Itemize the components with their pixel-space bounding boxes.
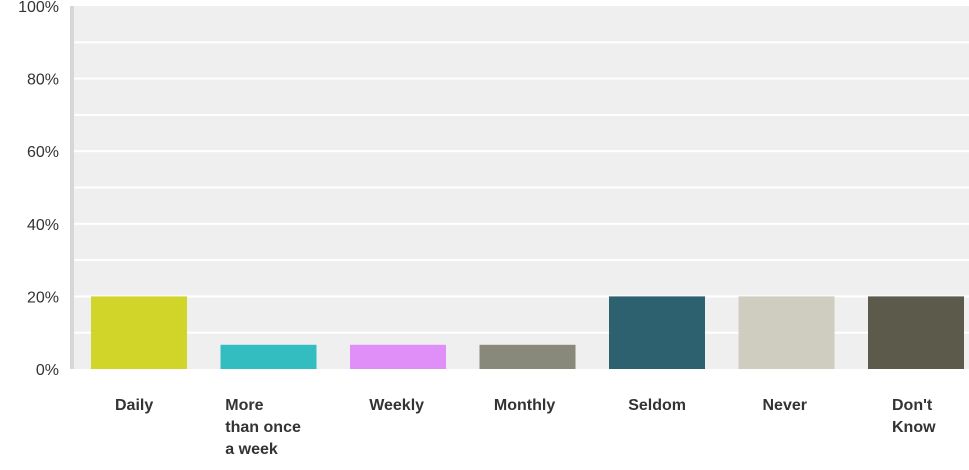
grid-line [74,113,969,116]
y-tick-label: 0% [36,362,59,379]
x-tick-label: Seldom [628,397,686,414]
x-tick-label-line: than once [225,419,301,436]
x-tick-label-line: Never [763,397,807,414]
y-tick-label: 80% [27,72,59,89]
grid-line [74,150,969,153]
y-tick-labels: 0% 20% 40% 60% 80% 100% [18,0,59,379]
grid-line [74,186,969,189]
y-axis-line [70,6,74,369]
x-tick-label-line: Monthly [494,397,555,414]
bar [738,296,835,369]
grid-lines [74,41,969,334]
y-tick-label: 60% [27,144,59,161]
bar [609,296,705,369]
x-tick-label-line: Know [892,419,936,436]
x-tick-label-line: a week [225,441,278,458]
bar [220,344,317,369]
grid-line [74,41,969,44]
bar [350,344,446,369]
y-tick-label: 100% [18,0,59,16]
bar [868,296,964,369]
x-tick-label-line: Seldom [628,397,686,414]
bars [91,296,964,369]
x-tick-label: Don't Know [892,397,936,436]
grid-line [74,77,969,80]
grid-line [74,331,969,334]
grid-line [74,259,969,262]
bar [91,296,187,369]
x-tick-label: Monthly [494,397,555,414]
x-tick-label-line: Weekly [369,397,424,414]
bar [479,344,576,369]
x-tick-labels: Daily More than once a week Weekly Monthly Sel… [115,397,936,458]
y-tick-label: 40% [27,217,59,234]
grid-line [74,222,969,225]
x-tick-label: Never [763,397,807,414]
grid-line [74,295,969,298]
x-tick-label-line: More [225,397,263,414]
x-tick-label: Weekly [369,397,424,414]
x-tick-label-line: Daily [115,397,153,414]
x-tick-label: Daily [115,397,153,414]
x-tick-label-line: Don't [892,397,933,414]
y-tick-label: 20% [27,289,59,306]
x-tick-label: More than once a week [225,397,301,458]
